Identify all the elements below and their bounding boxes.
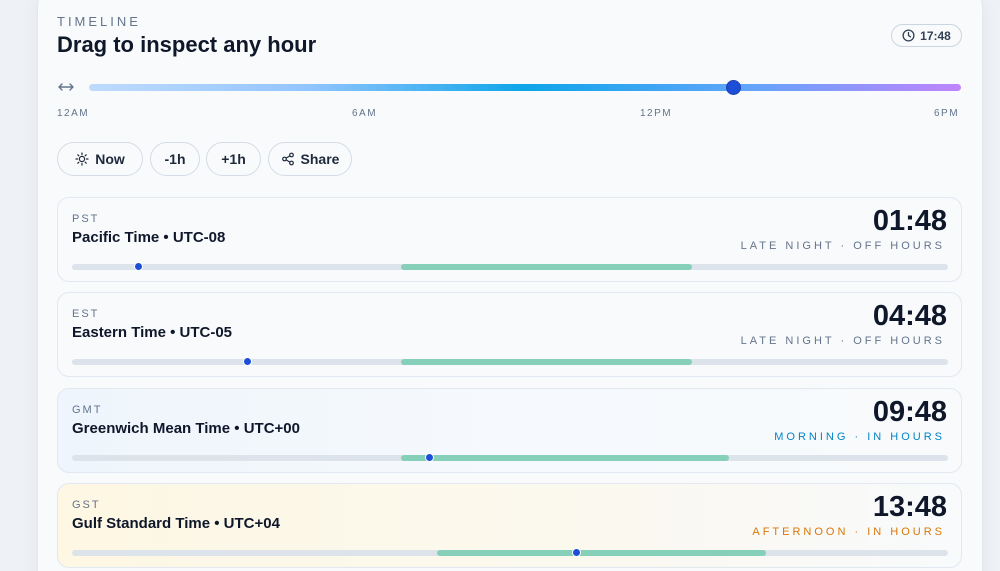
zone-local-time: 13:48 bbox=[872, 491, 947, 523]
zone-card-est: EST Eastern Time • UTC-05 04:48 LATE NIG… bbox=[57, 292, 962, 377]
share-icon bbox=[281, 152, 294, 166]
page-title: Drag to inspect any hour bbox=[57, 32, 317, 57]
clock-icon bbox=[902, 29, 915, 42]
zone-local-time: 01:48 bbox=[872, 205, 947, 237]
work-hours-band bbox=[400, 359, 693, 365]
day-track bbox=[72, 357, 948, 366]
now-button-label: Now bbox=[95, 151, 125, 167]
day-track bbox=[72, 548, 948, 557]
zone-local-time: 04:48 bbox=[872, 300, 947, 332]
tick-label: 6AM bbox=[352, 108, 378, 119]
current-hour-marker bbox=[571, 548, 581, 557]
tick-label: 12PM bbox=[640, 108, 673, 119]
current-hour-marker bbox=[133, 262, 143, 271]
day-track bbox=[72, 262, 948, 271]
zone-card-gst: GST Gulf Standard Time • UTC+04 13:48 AF… bbox=[57, 483, 962, 568]
zone-abbreviation: PST bbox=[72, 213, 100, 225]
zone-status: AFTERNOON · IN HOURS bbox=[752, 526, 945, 538]
zone-name: Eastern Time • UTC-05 bbox=[72, 324, 233, 341]
share-button[interactable]: Share bbox=[268, 142, 352, 176]
work-hours-band bbox=[400, 455, 729, 461]
drag-horizontal-icon bbox=[58, 83, 74, 91]
section-eyebrow: TIMELINE bbox=[57, 14, 141, 29]
zone-abbreviation: GST bbox=[72, 499, 101, 511]
minus-hour-button[interactable]: -1h bbox=[150, 142, 200, 176]
day-track bbox=[72, 453, 948, 462]
plus-hour-label: +1h bbox=[221, 151, 246, 167]
tick-label: 12AM bbox=[57, 108, 90, 119]
work-hours-band bbox=[437, 550, 766, 556]
zone-status: LATE NIGHT · OFF HOURS bbox=[740, 335, 945, 347]
zone-abbreviation: GMT bbox=[72, 404, 103, 416]
zone-name: Pacific Time • UTC-08 bbox=[72, 229, 226, 246]
zone-name: Greenwich Mean Time • UTC+00 bbox=[72, 420, 300, 437]
timeline-card bbox=[37, 0, 983, 571]
zone-status: LATE NIGHT · OFF HOURS bbox=[740, 240, 945, 252]
zone-status: MORNING · IN HOURS bbox=[774, 431, 945, 443]
share-button-label: Share bbox=[300, 151, 340, 167]
zone-abbreviation: EST bbox=[72, 308, 100, 320]
current-hour-marker bbox=[425, 453, 435, 462]
plus-hour-button[interactable]: +1h bbox=[206, 142, 261, 176]
now-button[interactable]: Now bbox=[57, 142, 143, 176]
zone-local-time: 09:48 bbox=[872, 396, 947, 428]
current-hour-marker bbox=[243, 357, 253, 366]
current-time-badge: 17:48 bbox=[891, 24, 962, 47]
work-hours-band bbox=[400, 264, 693, 270]
zone-card-gmt: GMT Greenwich Mean Time • UTC+00 09:48 M… bbox=[57, 388, 962, 473]
sun-icon bbox=[75, 152, 89, 166]
zone-card-pst: PST Pacific Time • UTC-08 01:48 LATE NIG… bbox=[57, 197, 962, 282]
timeline-slider-thumb[interactable] bbox=[726, 80, 742, 95]
timeline-slider-track[interactable] bbox=[89, 84, 961, 91]
current-time-label: 17:48 bbox=[920, 28, 951, 43]
zone-name: Gulf Standard Time • UTC+04 bbox=[72, 515, 280, 532]
tick-label: 6PM bbox=[934, 108, 960, 119]
minus-hour-label: -1h bbox=[164, 151, 186, 167]
